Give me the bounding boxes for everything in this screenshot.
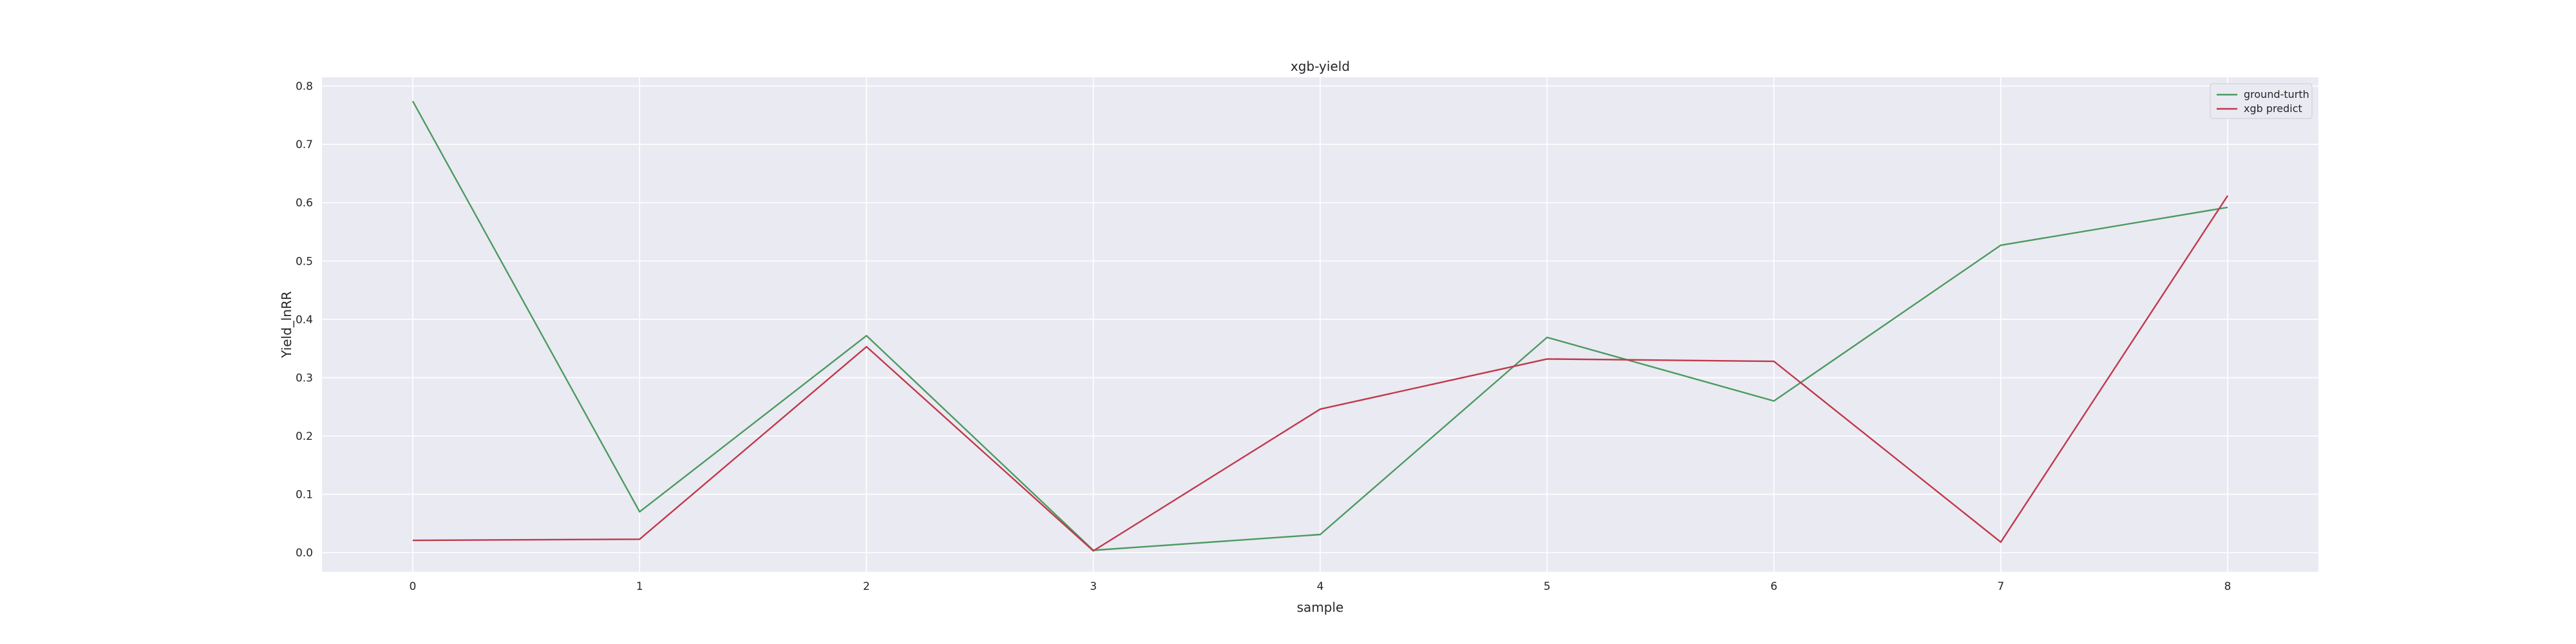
series-line-0 [412,100,2228,551]
grid-lines [322,77,2318,572]
x-tick-label: 0 [409,580,416,593]
x-axis-title: sample [1297,600,1344,615]
y-tick-label: 0.3 [296,372,313,384]
x-tick-label: 8 [2224,580,2231,593]
tick-labels: 0 1 2 3 4 5 6 7 8 0.0 0.1 0.2 0.3 0.4 0.5 0.6 0.7 0.8 [296,80,2231,593]
x-tick-label: 2 [863,580,870,593]
series-layer [412,100,2229,552]
y-tick-label: 0.6 [296,197,313,210]
x-tick-label: 1 [636,580,643,593]
legend-label: xgb predict [2244,102,2302,115]
y-tick-label: 0.5 [296,255,313,268]
x-tick-label: 7 [1997,580,2004,593]
x-tick-label: 3 [1090,580,1097,593]
legend: ground-turth xgb predict [2210,83,2313,119]
y-tick-label: 0.1 [296,489,313,502]
x-tick-label: 5 [1544,580,1551,593]
x-tick-label: 4 [1317,580,1324,593]
y-tick-label: 0.4 [296,314,313,327]
y-tick-label: 0.8 [296,80,313,93]
y-tick-label: 0.2 [296,430,313,443]
y-tick-label: 0.7 [296,138,313,151]
series-line-1 [412,195,2229,552]
x-tick-label: 6 [1770,580,1777,593]
legend-label: ground-turth [2244,88,2309,100]
chart-title: xgb-yield [1291,59,1350,74]
legend-box [2210,83,2313,119]
y-tick-label: 0.0 [296,547,313,560]
y-axis-title: Yield_lnRR [279,291,294,359]
